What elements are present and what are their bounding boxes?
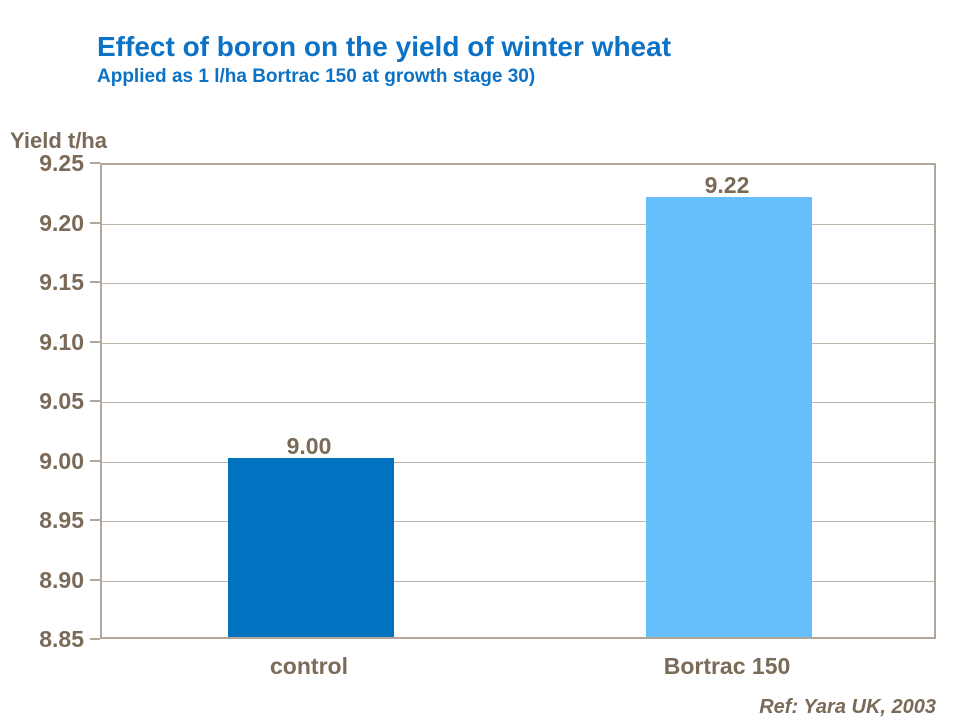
y-tick-mark [90,400,100,402]
gridline [102,521,934,522]
y-tick-label: 9.20 [39,209,84,236]
y-tick-label: 9.25 [39,150,84,176]
y-tick-mark [90,638,100,640]
plot-area [100,163,936,639]
y-tick-mark [90,221,100,224]
y-tick-label: 9.00 [39,447,84,474]
gridline [102,461,934,463]
y-tick-mark [90,459,100,462]
y-tick-label: 9.05 [39,388,84,414]
reference-text: Ref: Yara UK, 2003 [759,696,936,718]
bar-value-label: 9.00 [286,433,332,459]
chart-title: Effect of boron on the yield of winter w… [97,31,672,62]
gridline [102,342,934,344]
y-tick-label: 8.95 [39,507,84,533]
gridline [102,283,934,284]
gridline [102,402,934,403]
gridline [102,223,934,225]
y-tick-label: 9.15 [39,269,84,295]
y-tick-mark [90,340,100,343]
y-tick-mark [90,519,100,521]
x-category-label: Bortrac 150 [663,653,791,679]
x-category-label: control [270,653,348,679]
gridline [102,580,934,582]
y-tick-mark [90,162,100,164]
y-axis-title: Yield t/ha [10,128,107,153]
y-tick-mark [90,281,100,283]
y-tick-label: 9.10 [39,328,84,355]
y-tick-label: 8.90 [39,566,84,593]
bar-bortrac-150 [646,197,812,637]
bar-value-label: 9.22 [704,172,750,198]
y-tick-label: 8.85 [39,626,84,652]
bar-control [228,458,394,637]
y-tick-mark [90,578,100,581]
chart-subtitle: Applied as 1 l/ha Bortrac 150 at growth … [97,66,536,87]
